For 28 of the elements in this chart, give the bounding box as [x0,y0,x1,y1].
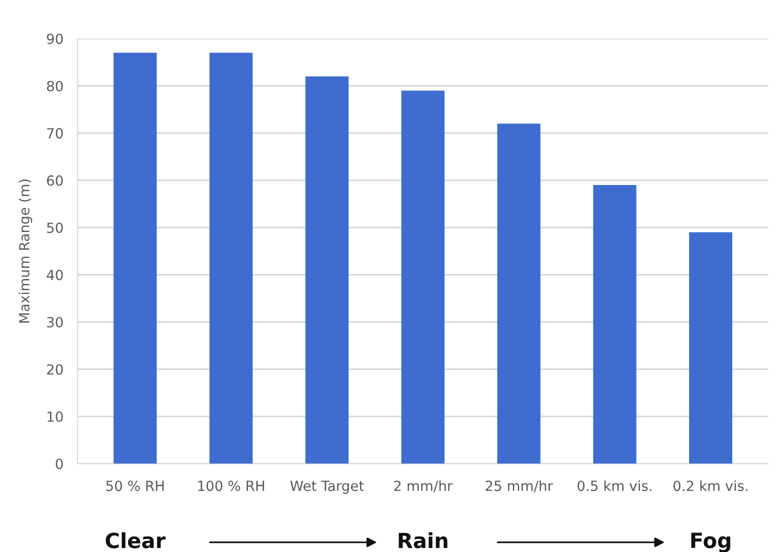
bar [114,52,157,464]
y-tick-label: 70 [47,128,63,139]
bar [401,90,445,464]
text: Fog [691,532,730,552]
x-tick-label: 50 % RH [106,480,164,492]
y-tick-label: 10 [48,411,63,422]
bar [689,232,732,464]
bar [305,76,349,464]
y-axis-title: Maximum Range (m) [18,180,32,323]
x-tick-label: 2 mm/hr [394,480,453,492]
x-tick-label: 0.5 km vis. [578,480,652,492]
y-tick-label: 80 [46,80,63,92]
x-tick-label: 0.2 km vis. [673,480,748,492]
y-tick-label: 90 [46,34,63,44]
text: Rain [398,532,448,548]
x-tick-label: Wet Target [290,480,364,494]
x-tick-label: 100 % RH [198,480,264,492]
y-tick-label: 0 [56,458,63,470]
bar [209,52,253,464]
y-tick-label: 20 [47,364,63,375]
bar [497,124,540,464]
text: Clear [106,532,166,548]
x-tick-label: 25 mm/hr [486,480,554,492]
y-tick-label: 30 [47,316,63,328]
y-tick-label: 60 [47,175,63,186]
bar [593,185,636,464]
y-tick-label: 40 [46,270,63,280]
y-tick-label: 50 [47,222,63,234]
